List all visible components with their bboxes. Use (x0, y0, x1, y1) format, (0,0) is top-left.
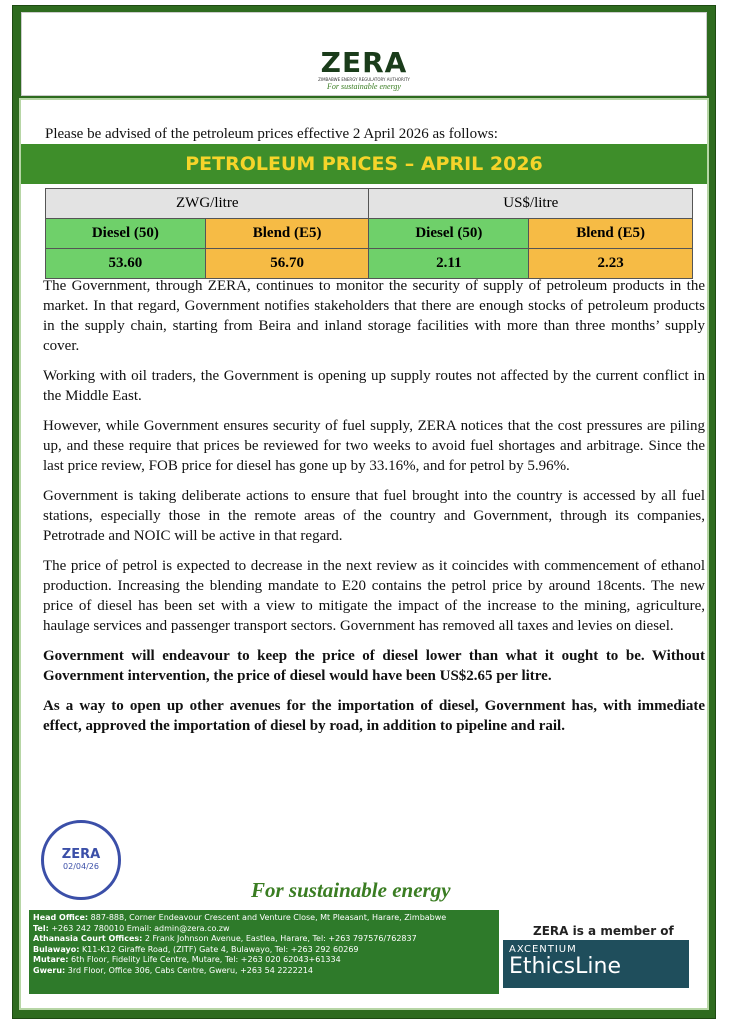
paragraph: Government is taking deliberate actions … (43, 488, 705, 544)
paragraph: However, while Government ensures securi… (43, 418, 705, 474)
partner-name: EthicsLine (509, 954, 621, 979)
currency: US$/litre (368, 188, 693, 219)
product: Diesel (50) (45, 218, 206, 249)
price: 2.11 (368, 248, 530, 279)
partner-top: AXCENTIUM (509, 944, 577, 955)
bold-paragraph: As a way to open up other avenues for th… (43, 698, 705, 734)
address-text: +263 242 780010 Email: admin@zera.co.zw (51, 923, 230, 933)
member-text: ZERA is a member of (533, 924, 674, 938)
product: Blend (E5) (528, 218, 693, 249)
bold-paragraph: Government will endeavour to keep the pr… (43, 648, 705, 684)
body: The Government, through ZERA, continues … (43, 276, 705, 746)
address-text: 2 Frank Johnson Avenue, Eastlea, Harare,… (144, 934, 417, 944)
address-label: Athanasia Court Offices: (33, 934, 143, 944)
product: Blend (E5) (204, 218, 370, 249)
address-line: Gweru: 3rd Floor, Office 306, Cabs Centr… (33, 966, 495, 977)
address-label: Tel: (33, 923, 49, 933)
footer-tagline: For sustainable energy (251, 878, 451, 902)
tagline: For sustainable energy (327, 82, 401, 91)
address-text: K11-K12 Giraffe Road, (ZITF) Gate 4, Bul… (81, 944, 359, 954)
address-line: Bulawayo: K11-K12 Giraffe Road, (ZITF) G… (33, 945, 495, 956)
logo-subtitle: ZIMBABWE ENERGY REGULATORY AUTHORITY (318, 77, 410, 82)
stamp: ZERA 02/04/26 (41, 820, 121, 900)
logo: ZERA (320, 46, 408, 79)
stamp-date: 02/04/26 (63, 862, 99, 871)
intro: Please be advised of the petroleum price… (45, 126, 498, 142)
price-table: ZWG/litre US$/litre Diesel (50) Blend (E… (44, 188, 693, 279)
addresses: Head Office: 887-888, Corner Endeavour C… (29, 910, 499, 994)
address-line: Head Office: 887-888, Corner Endeavour C… (33, 913, 495, 924)
paragraph: The price of petrol is expected to decre… (43, 558, 705, 634)
price: 56.70 (204, 248, 370, 279)
address-text: 887-888, Corner Endeavour Crescent and V… (90, 913, 447, 922)
address-line: Mutare: 6th Floor, Fidelity Life Centre,… (33, 955, 495, 966)
product: Diesel (50) (368, 218, 530, 249)
banner: PETROLEUM PRICES – APRIL 2026 (21, 144, 707, 184)
address-label: Head Office: (33, 913, 89, 922)
partner-logo: AXCENTIUM EthicsLine (503, 940, 689, 988)
address-text: 3rd Floor, Office 306, Cabs Centre, Gwer… (67, 965, 313, 975)
paragraph: Working with oil traders, the Government… (43, 368, 705, 404)
address-label: Gweru: (33, 965, 66, 975)
stamp-name: ZERA (61, 847, 101, 862)
address-line: Athanasia Court Offices: 2 Frank Johnson… (33, 934, 495, 945)
frame: ZERA ZIMBABWE ENERGY REGULATORY AUTHORIT… (12, 5, 716, 1019)
price: 2.23 (528, 248, 693, 279)
currency: ZWG/litre (44, 188, 370, 219)
address-label: Mutare: (33, 955, 69, 965)
header: ZERA ZIMBABWE ENERGY REGULATORY AUTHORIT… (21, 12, 707, 96)
address-label: Bulawayo: (33, 944, 80, 954)
paragraph: The Government, through ZERA, continues … (43, 278, 705, 354)
address-line: Tel: +263 242 780010 Email: admin@zera.c… (33, 924, 495, 935)
content: Please be advised of the petroleum price… (19, 98, 709, 1010)
price: 53.60 (45, 248, 206, 279)
address-text: 6th Floor, Fidelity Life Centre, Mutare,… (71, 955, 341, 965)
